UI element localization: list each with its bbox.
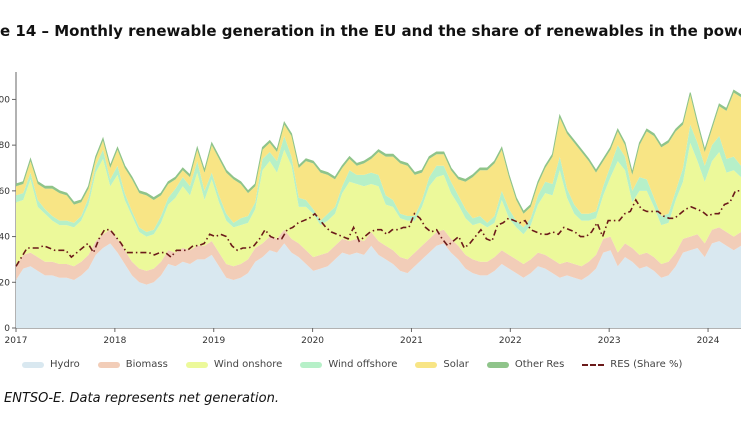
- title-region: e 14 – Monthly renewable generation in t…: [0, 0, 741, 60]
- legend-label: Wind offshore: [328, 359, 398, 370]
- legend-label: Wind onshore: [213, 359, 283, 370]
- legend-item-other-res[interactable]: Other Res: [486, 359, 565, 370]
- legend-swatch: [97, 361, 120, 368]
- legend-label: Biomass: [125, 359, 168, 370]
- y-tick-label: 20: [0, 278, 10, 288]
- legend-label: Hydro: [50, 359, 80, 370]
- chart-plot: 0 20 40 60 80 100 2017 2018 2019 2020 2021 2022 2023…: [0, 72, 741, 346]
- x-tick-label: 2024: [697, 336, 720, 346]
- y-tick-label: 60: [0, 187, 10, 197]
- x-tick-label: 2020: [301, 336, 324, 346]
- legend-label: Other Res: [514, 359, 565, 370]
- legend-swatch-dashed: [582, 363, 605, 366]
- chart-legend: Hydro Biomass Wind onshore Wind offshore…: [22, 359, 682, 370]
- y-tick-label: 80: [0, 141, 10, 151]
- legend-label: RES (Share %): [610, 359, 683, 370]
- legend-item-res-share[interactable]: RES (Share %): [582, 359, 682, 370]
- legend-item-wind-onshore[interactable]: Wind onshore: [185, 359, 283, 370]
- x-tick-label: 2017: [5, 336, 28, 346]
- area-hydro: [16, 241, 741, 328]
- area-solar: [16, 92, 741, 232]
- x-tick-label: 2021: [400, 336, 423, 346]
- legend-item-wind-offshore[interactable]: Wind offshore: [300, 359, 397, 370]
- y-tick-label: 40: [0, 233, 10, 243]
- x-tick-label: 2019: [202, 336, 225, 346]
- y-tick-label: 0: [4, 324, 10, 334]
- legend-swatch: [300, 361, 323, 368]
- legend-swatch: [415, 361, 438, 368]
- chart-title: e 14 – Monthly renewable generation in t…: [0, 22, 741, 40]
- legend-item-hydro[interactable]: Hydro: [22, 359, 80, 370]
- area-wind-onshore: [16, 142, 741, 271]
- legend-swatch: [486, 361, 509, 368]
- y-tick-label: 100: [0, 95, 10, 105]
- legend-swatch: [22, 361, 44, 368]
- legend-item-solar[interactable]: Solar: [415, 359, 469, 370]
- area-top-outline: [15, 89, 741, 213]
- res-share-line: [15, 190, 741, 267]
- area-biomass: [16, 227, 741, 285]
- x-tick-label: 2022: [499, 336, 522, 346]
- area-other-res: [16, 90, 741, 214]
- legend-item-biomass[interactable]: Biomass: [97, 359, 168, 370]
- x-tick-label: 2018: [103, 336, 126, 346]
- area-wind-offshore: [16, 124, 741, 237]
- legend-label: Solar: [443, 359, 469, 370]
- source-note: ENTSO-E. Data represents net generation.: [4, 391, 279, 406]
- x-tick-label: 2023: [598, 336, 621, 346]
- legend-swatch: [185, 361, 208, 368]
